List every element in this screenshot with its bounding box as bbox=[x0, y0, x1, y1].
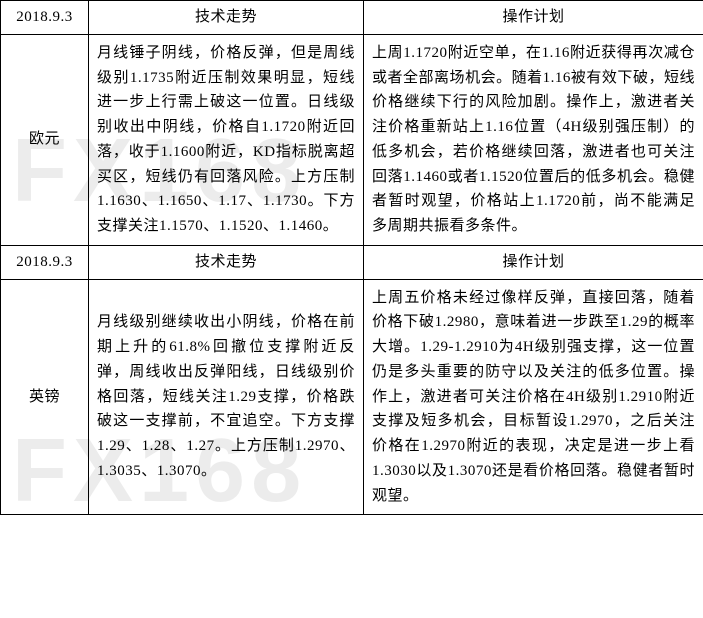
row-plan: 上周1.1720附近空单，在1.16附近获得再次减仓或者全部离场机会。随着1.1… bbox=[364, 34, 703, 245]
header-plan: 操作计划 bbox=[364, 245, 703, 279]
table-row: 欧元 月线锤子阴线，价格反弹，但是周线级别1.1735附近压制效果明显，短线进一… bbox=[1, 34, 703, 245]
header-date: 2018.9.3 bbox=[1, 245, 89, 279]
table-header-row: 2018.9.3 技术走势 操作计划 bbox=[1, 1, 703, 35]
row-label: 英镑 bbox=[1, 279, 89, 515]
row-tech: 月线锤子阴线，价格反弹，但是周线级别1.1735附近压制效果明显，短线进一步上行… bbox=[89, 34, 364, 245]
header-tech: 技术走势 bbox=[89, 245, 364, 279]
header-tech: 技术走势 bbox=[89, 1, 364, 35]
analysis-table: 2018.9.3 技术走势 操作计划 欧元 月线锤子阴线，价格反弹，但是周线级别… bbox=[0, 0, 703, 515]
row-label: 欧元 bbox=[1, 34, 89, 245]
table-header-row: 2018.9.3 技术走势 操作计划 bbox=[1, 245, 703, 279]
row-tech: 月线级别继续收出小阴线，价格在前期上升的61.8%回撤位支撑附近反弹，周线收出反… bbox=[89, 279, 364, 515]
row-plan: 上周五价格未经过像样反弹，直接回落，随着价格下破1.2980，意味着进一步跌至1… bbox=[364, 279, 703, 515]
header-plan: 操作计划 bbox=[364, 1, 703, 35]
table-row: 英镑 月线级别继续收出小阴线，价格在前期上升的61.8%回撤位支撑附近反弹，周线… bbox=[1, 279, 703, 515]
header-date: 2018.9.3 bbox=[1, 1, 89, 35]
